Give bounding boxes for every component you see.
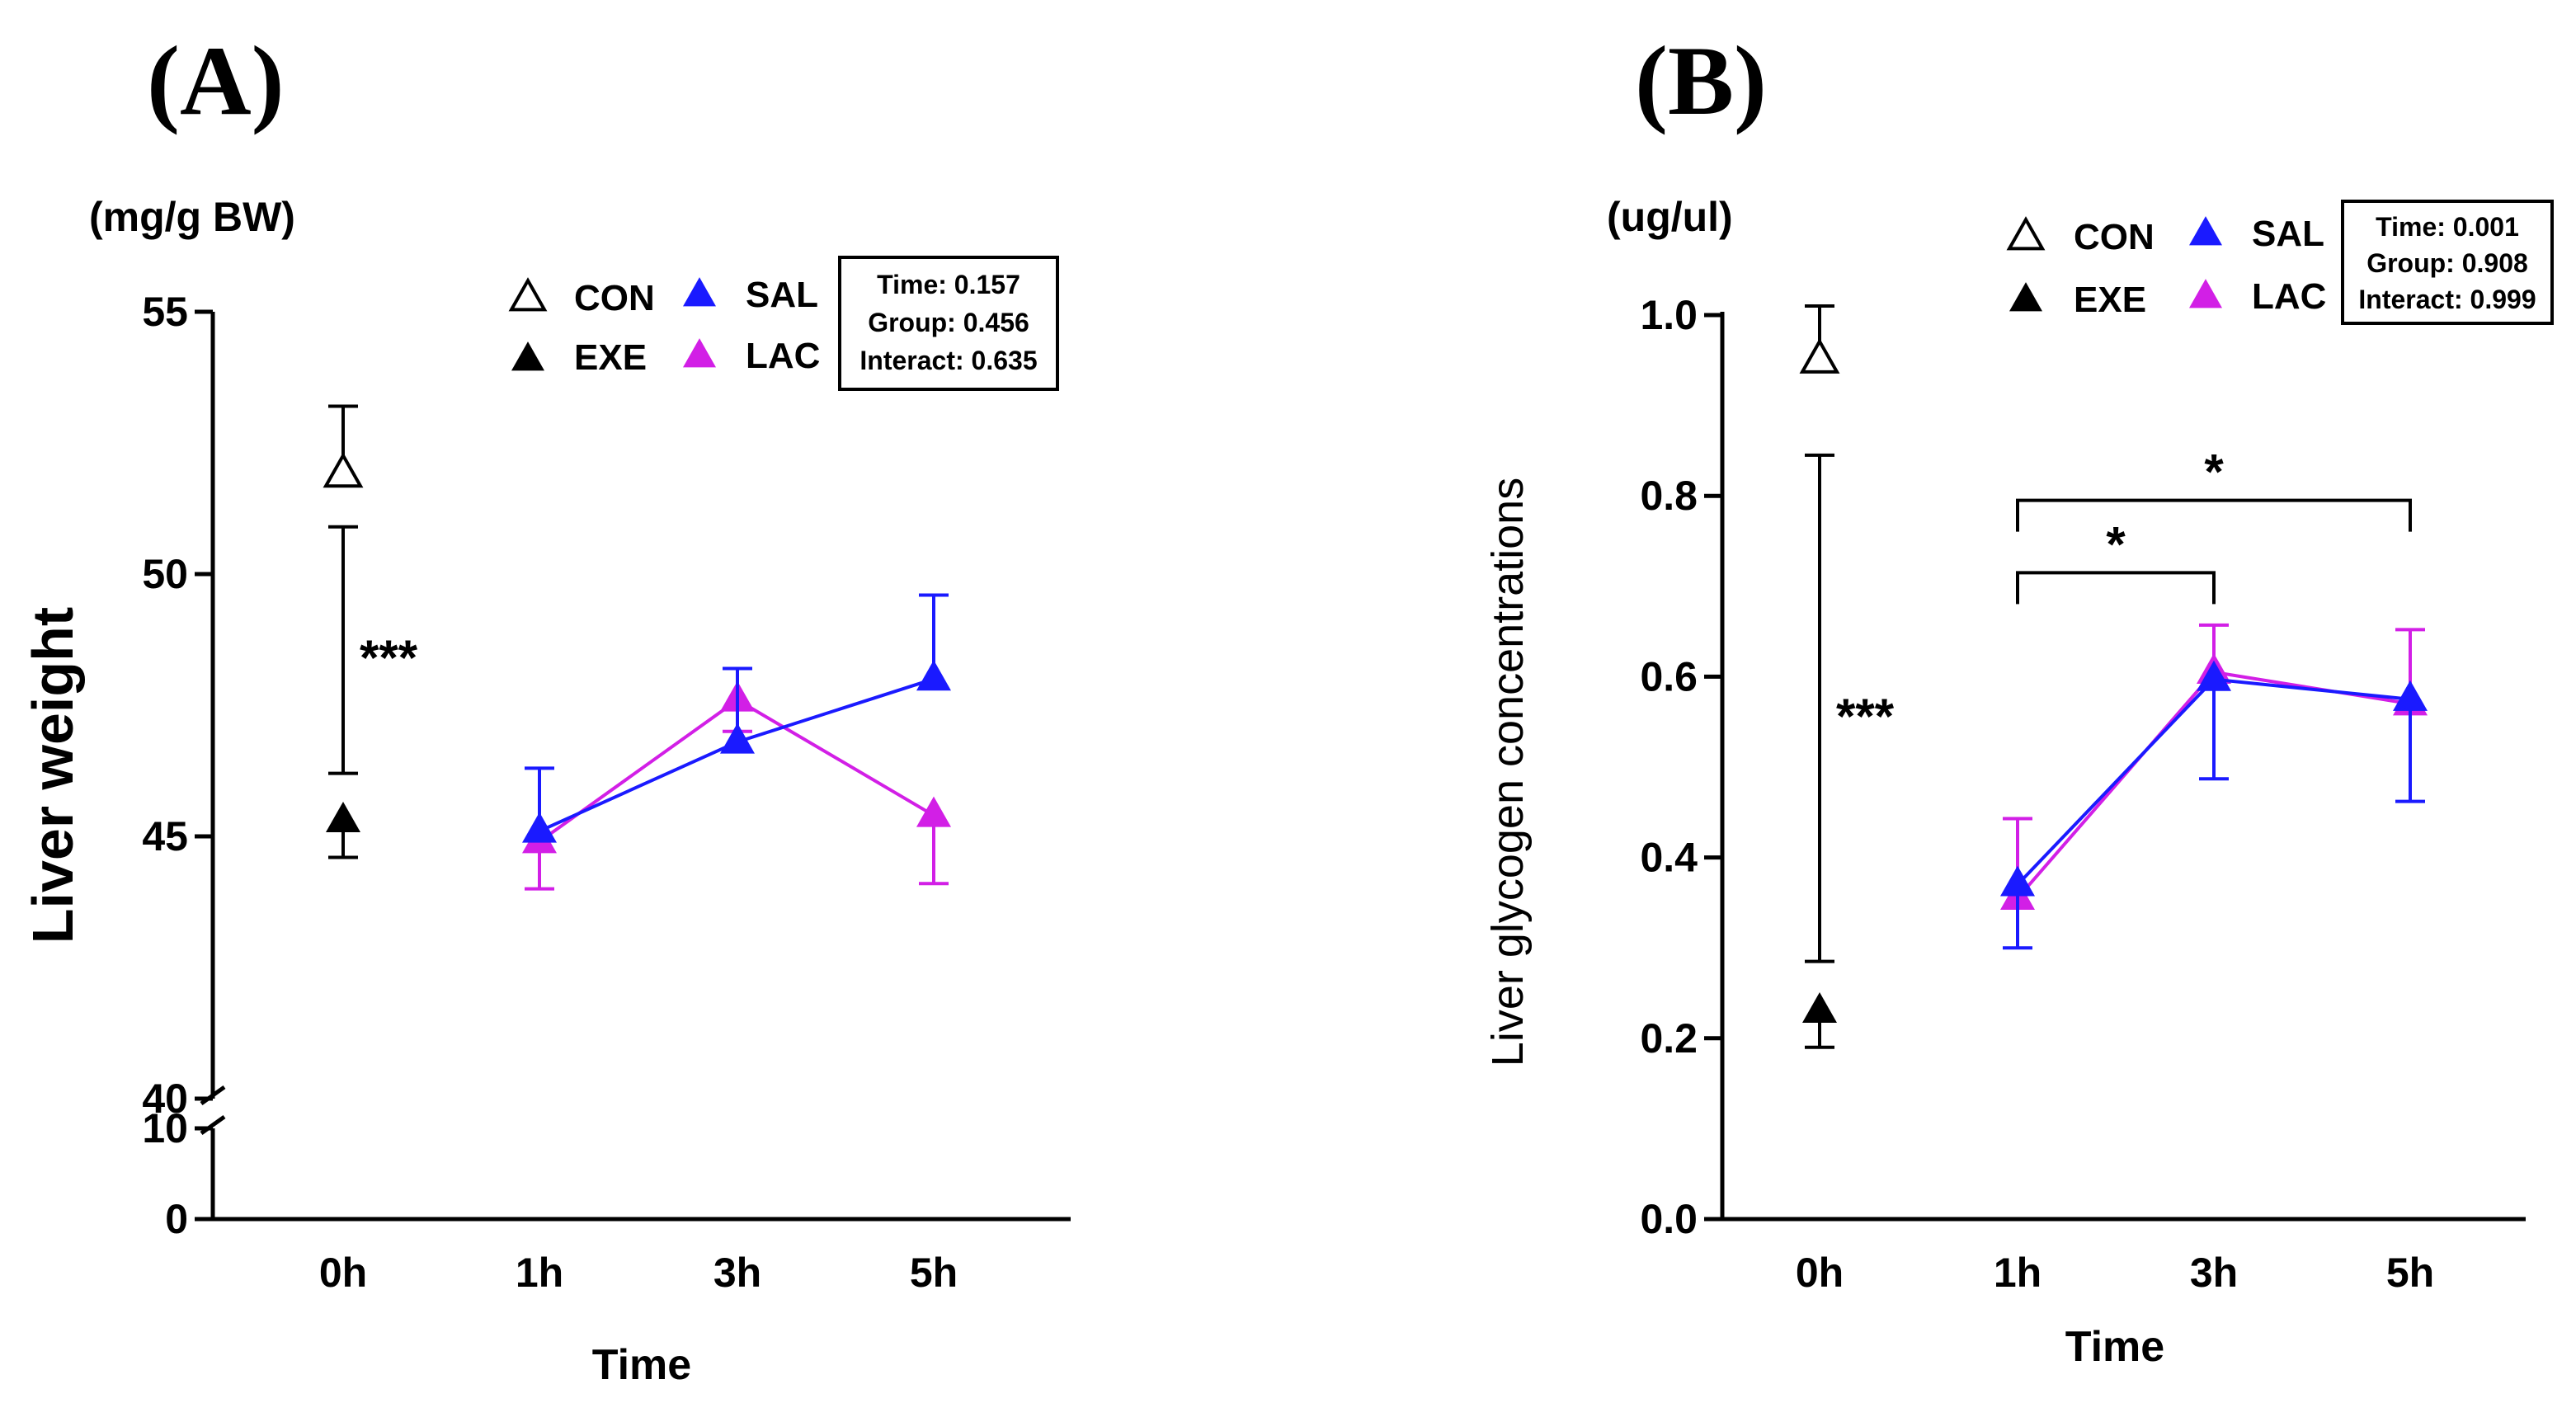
sal-point xyxy=(522,812,557,843)
x-tick-label: 1h xyxy=(1994,1250,2041,1296)
sal-point xyxy=(2000,865,2035,897)
comparison-bracket-label: * xyxy=(2204,445,2224,500)
x-tick-label: 5h xyxy=(910,1250,958,1296)
x-tick-label: 0h xyxy=(319,1250,367,1296)
panel-b-stats-box: Time: 0.001 Group: 0.908 Interact: 0.999 xyxy=(2341,200,2554,325)
panel-a-unit: (mg/g BW) xyxy=(89,194,295,240)
x-tick-label: 3h xyxy=(713,1250,761,1296)
x-tick-label: 5h xyxy=(2386,1250,2434,1296)
comparison-bracket xyxy=(2016,571,2216,605)
exe-point xyxy=(326,802,360,832)
panel-a-ylabel: Liver weight xyxy=(21,607,85,944)
legend-sal-label: SAL xyxy=(746,275,818,315)
x-tick-label: 1h xyxy=(516,1250,563,1296)
y-tick-label: 0.0 xyxy=(1640,1196,1698,1242)
stats-interact: Interact: 0.999 xyxy=(2358,285,2536,314)
comparison-bracket-label: * xyxy=(2106,516,2126,572)
legend-con-marker xyxy=(2006,216,2046,251)
stats-group: Group: 0.908 xyxy=(2366,248,2528,278)
legend-sal-marker xyxy=(2189,216,2222,246)
sal-point xyxy=(916,660,951,691)
y-tick-label: 10 xyxy=(142,1105,188,1151)
legend-sal-label: SAL xyxy=(2252,214,2324,254)
legend-con-label: CON xyxy=(2074,217,2155,257)
legend-sal-marker xyxy=(683,277,716,307)
stats-box-frame xyxy=(2341,200,2554,325)
y-tick-label: 55 xyxy=(142,289,188,335)
legend-lac-marker xyxy=(2189,279,2222,308)
legend-exe-label: EXE xyxy=(574,337,647,378)
panel-a-axis-break-mark xyxy=(200,1085,226,1106)
y-tick-label: 45 xyxy=(142,813,188,859)
lac-point xyxy=(916,796,951,827)
con-point xyxy=(323,452,364,488)
y-tick-label: 0.4 xyxy=(1640,835,1698,881)
panel-b-legend: CON EXE SAL LAC xyxy=(2006,214,2326,320)
stats-time: Time: 0.157 xyxy=(877,270,1020,299)
panel-a-axis-break-mark xyxy=(200,1114,226,1136)
stats-group: Group: 0.456 xyxy=(868,308,1029,337)
legend-con-marker xyxy=(508,277,548,312)
panel-a-legend: CON EXE SAL LAC xyxy=(508,275,820,378)
stats-box-frame xyxy=(838,256,1059,391)
y-tick-label: 40 xyxy=(142,1076,188,1122)
y-tick-label: 0.6 xyxy=(1640,653,1698,699)
legend-exe-label: EXE xyxy=(2074,280,2146,320)
x-tick-label: 3h xyxy=(2190,1250,2238,1296)
y-tick-label: 1.0 xyxy=(1640,292,1698,338)
significance-label: *** xyxy=(360,630,418,685)
comparison-bracket xyxy=(2016,498,2412,532)
con-point xyxy=(1799,337,1840,374)
y-tick-label: 50 xyxy=(142,551,188,597)
panel-a-stats-box: Time: 0.157 Group: 0.456 Interact: 0.635 xyxy=(838,256,1059,391)
legend-lac-marker xyxy=(683,338,716,368)
legend-con-label: CON xyxy=(574,278,655,318)
panel-b-ylabel: Liver glycogen concentrations xyxy=(1483,478,1533,1066)
x-tick-label: 0h xyxy=(1796,1250,1844,1296)
sal-point xyxy=(720,723,755,754)
exe-point xyxy=(1802,992,1837,1023)
legend-exe-marker xyxy=(2009,282,2042,312)
y-tick-label: 0.8 xyxy=(1640,473,1698,519)
legend-lac-label: LAC xyxy=(746,336,820,376)
stats-interact: Interact: 0.635 xyxy=(859,346,1037,375)
panel-b-unit: (ug/ul) xyxy=(1607,194,1733,240)
stats-time: Time: 0.001 xyxy=(2376,212,2519,242)
panel-a-label: (A) xyxy=(147,26,285,135)
legend-lac-label: LAC xyxy=(2252,276,2326,317)
y-tick-label: 0.2 xyxy=(1640,1015,1698,1062)
panel-b-xlabel: Time xyxy=(2065,1323,2164,1371)
sal-point xyxy=(2197,660,2231,691)
panel-b: (B) (ug/ul) Liver glycogen concentration… xyxy=(1483,26,2554,1371)
sal-point xyxy=(2393,680,2428,711)
panel-b-label: (B) xyxy=(1635,26,1767,135)
y-tick-label: 0 xyxy=(165,1196,188,1242)
significance-label: *** xyxy=(1836,689,1895,744)
panel-a-xlabel: Time xyxy=(592,1341,691,1389)
legend-exe-marker xyxy=(511,341,544,371)
